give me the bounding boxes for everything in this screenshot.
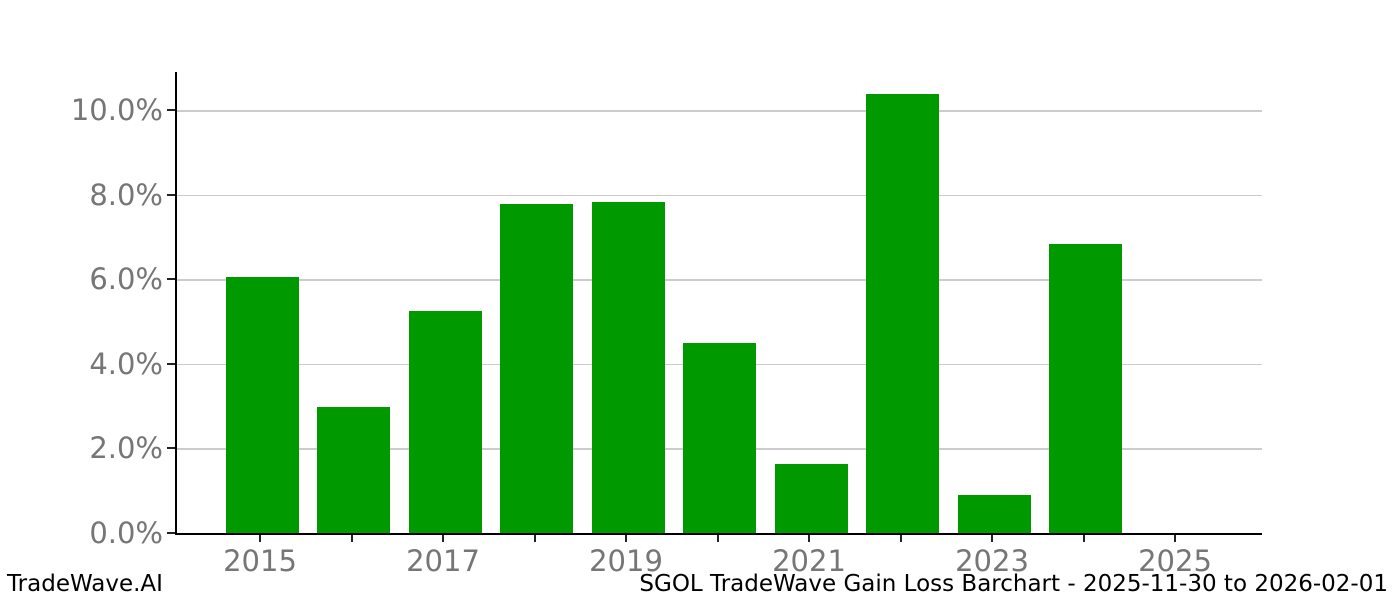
bar-2021 (774, 463, 848, 533)
x-tick-mark (991, 535, 993, 542)
bar-2020 (683, 343, 756, 533)
y-tick-mark (167, 193, 175, 196)
x-tick-mark (350, 535, 353, 542)
y-tick-mark (167, 278, 175, 281)
bar-2018 (500, 203, 573, 533)
bar-2022 (866, 93, 939, 533)
y-tick-mark (167, 532, 175, 534)
gridline-10pct (177, 110, 1262, 112)
x-tick-label-2025: 2025 (1138, 544, 1212, 578)
x-tick-label-2015: 2015 (223, 544, 297, 578)
bar-2024 (1049, 243, 1122, 533)
x-tick-mark (899, 535, 902, 542)
brand-label: TradeWave.AI (7, 571, 163, 597)
gridline-6pct (177, 279, 1262, 281)
y-tick-label-4pct: 4.0% (89, 346, 163, 381)
y-tick-label-8pct: 8.0% (89, 177, 163, 212)
plot-area (175, 72, 1262, 535)
bar-2016 (317, 406, 390, 533)
y-tick-mark (167, 109, 175, 112)
x-tick-label-2021: 2021 (772, 544, 846, 578)
gridline-8pct (177, 194, 1262, 197)
y-tick-label-2pct: 2.0% (89, 431, 163, 466)
x-tick-mark (808, 535, 810, 542)
chart-title: SGOL TradeWave Gain Loss Barchart - 2025… (639, 571, 1388, 597)
bar-2023 (957, 494, 1031, 533)
bar-2019 (591, 202, 665, 533)
x-tick-mark (259, 535, 261, 542)
x-tick-mark (625, 535, 627, 542)
y-tick-mark (167, 447, 175, 450)
x-tick-mark (716, 535, 719, 542)
y-tick-mark (167, 362, 175, 365)
y-tick-label-0pct: 0.0% (89, 516, 163, 550)
x-tick-mark (1174, 535, 1176, 542)
y-tick-label-10pct: 10.0% (70, 93, 163, 128)
x-tick-label-2017: 2017 (406, 544, 480, 578)
bar-2015 (225, 277, 299, 533)
x-tick-label-2019: 2019 (589, 544, 663, 578)
x-tick-label-2023: 2023 (955, 544, 1029, 578)
y-tick-label-6pct: 6.0% (89, 262, 163, 297)
x-tick-mark (533, 535, 536, 542)
bar-2017 (408, 310, 482, 533)
x-tick-mark (442, 535, 444, 542)
x-tick-mark (1082, 535, 1085, 542)
